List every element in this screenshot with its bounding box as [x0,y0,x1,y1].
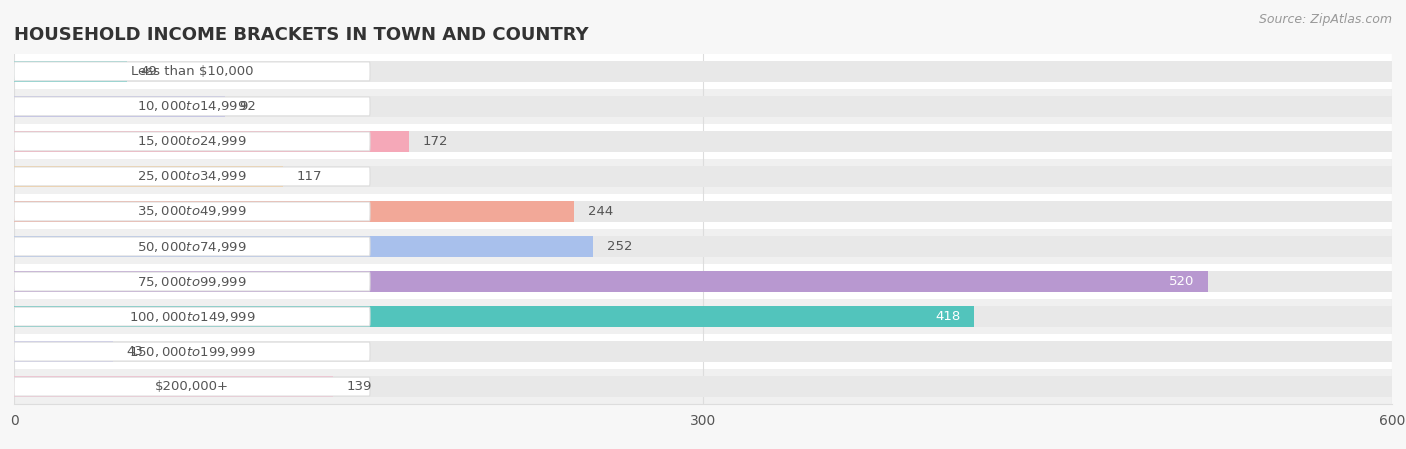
Bar [14,264,1392,299]
Text: 418: 418 [935,310,960,323]
Text: 252: 252 [606,240,633,253]
FancyBboxPatch shape [14,132,370,151]
Text: $150,000 to $199,999: $150,000 to $199,999 [129,344,256,359]
Bar [14,124,1392,159]
Text: $100,000 to $149,999: $100,000 to $149,999 [129,309,256,324]
Text: Source: ZipAtlas.com: Source: ZipAtlas.com [1258,13,1392,26]
Bar [14,236,1392,257]
Bar [14,194,1392,229]
Bar [14,236,593,257]
Text: $50,000 to $74,999: $50,000 to $74,999 [138,239,247,254]
Text: 139: 139 [347,380,373,393]
Text: $10,000 to $14,999: $10,000 to $14,999 [138,99,247,114]
Bar [14,271,1208,292]
Text: 172: 172 [423,135,449,148]
Bar [14,54,1392,89]
FancyBboxPatch shape [14,167,370,186]
Bar [14,61,127,82]
Bar [14,299,1392,334]
FancyBboxPatch shape [14,237,370,256]
Bar [14,229,1392,264]
Bar [14,61,1392,82]
Text: 117: 117 [297,170,322,183]
Text: $15,000 to $24,999: $15,000 to $24,999 [138,134,247,149]
Text: 49: 49 [141,65,157,78]
FancyBboxPatch shape [14,202,370,221]
Bar [14,201,1392,222]
FancyBboxPatch shape [14,377,370,396]
Bar [14,131,1392,152]
Bar [14,166,283,187]
Bar [14,376,1392,397]
Bar [14,376,333,397]
Bar [14,201,575,222]
Text: 244: 244 [588,205,613,218]
Bar [14,341,1392,362]
Text: 43: 43 [127,345,143,358]
Bar [14,334,1392,369]
Bar [14,306,1392,327]
Text: 520: 520 [1168,275,1195,288]
Bar [14,271,1392,292]
FancyBboxPatch shape [14,62,370,81]
Bar [14,369,1392,404]
Bar [14,306,974,327]
Text: $75,000 to $99,999: $75,000 to $99,999 [138,274,247,289]
Bar [14,159,1392,194]
Text: Less than $10,000: Less than $10,000 [131,65,253,78]
Bar [14,96,1392,117]
FancyBboxPatch shape [14,97,370,116]
FancyBboxPatch shape [14,272,370,291]
Bar [14,166,1392,187]
Text: $35,000 to $49,999: $35,000 to $49,999 [138,204,247,219]
Text: 92: 92 [239,100,256,113]
Text: $200,000+: $200,000+ [155,380,229,393]
Bar [14,131,409,152]
Text: HOUSEHOLD INCOME BRACKETS IN TOWN AND COUNTRY: HOUSEHOLD INCOME BRACKETS IN TOWN AND CO… [14,26,589,44]
FancyBboxPatch shape [14,342,370,361]
Bar [14,96,225,117]
Bar [14,89,1392,124]
Text: $25,000 to $34,999: $25,000 to $34,999 [138,169,247,184]
FancyBboxPatch shape [14,307,370,326]
Bar [14,341,112,362]
